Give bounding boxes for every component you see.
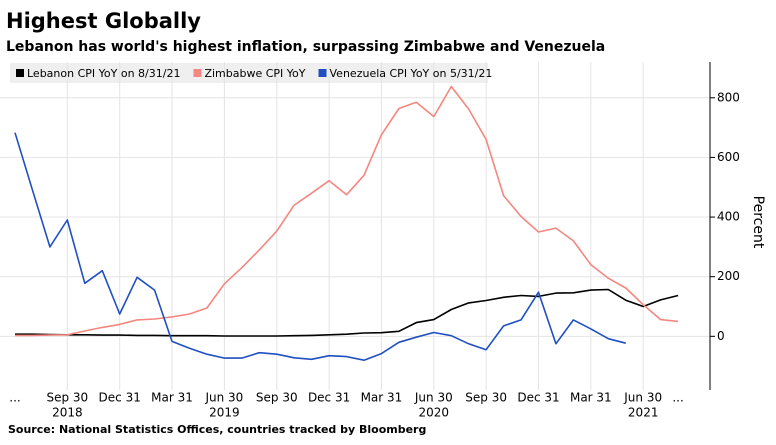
x-tick-label: Dec 31 [99,391,141,405]
legend-background [10,63,488,83]
x-tick-label: Dec 31 [517,391,559,405]
y-tick-label: 0 [717,329,725,343]
y-tick-label: 600 [717,150,740,164]
y-tick-label: 400 [717,210,740,224]
x-tick-label: ... [9,391,20,405]
x-tick-label: Jun 30 [414,391,453,405]
series-line [14,132,626,361]
series-line [15,85,679,337]
legend-label: Lebanon CPI YoY on 8/31/21 [27,67,180,80]
x-tick-label: ... [672,391,683,405]
x-tick-label: Mar 31 [570,391,612,405]
y-axis-label: Percent [750,196,766,249]
y-tick-label: 800 [717,90,740,104]
legend-label: Venezuela CPI YoY on 5/31/21 [330,67,493,80]
x-year-label: 2020 [419,406,450,420]
series-line [15,288,679,337]
x-tick-label: Dec 31 [308,391,350,405]
x-tick-label: Jun 30 [204,391,243,405]
x-year-label: 2019 [209,406,240,420]
x-year-label: 2021 [628,406,659,420]
chart-title: Highest Globally [6,9,201,33]
legend-swatch [16,69,24,77]
x-year-label: 2018 [52,406,83,420]
x-tick-label: Mar 31 [151,391,193,405]
x-tick-label: Jun 30 [623,391,662,405]
source: Source: National Statistics Offices, cou… [8,423,426,436]
x-tick-label: Sep 30 [256,391,298,405]
legend-swatch [193,69,202,77]
legend-label: Zimbabwe CPI YoY [204,67,305,80]
chart-subtitle: Lebanon has world's highest inflation, s… [6,39,605,55]
x-tick-label: Sep 30 [465,391,507,405]
x-tick-label: Sep 30 [46,391,88,405]
y-tick-label: 200 [717,269,740,283]
legend-swatch [318,69,327,77]
x-tick-label: Mar 31 [361,391,403,405]
